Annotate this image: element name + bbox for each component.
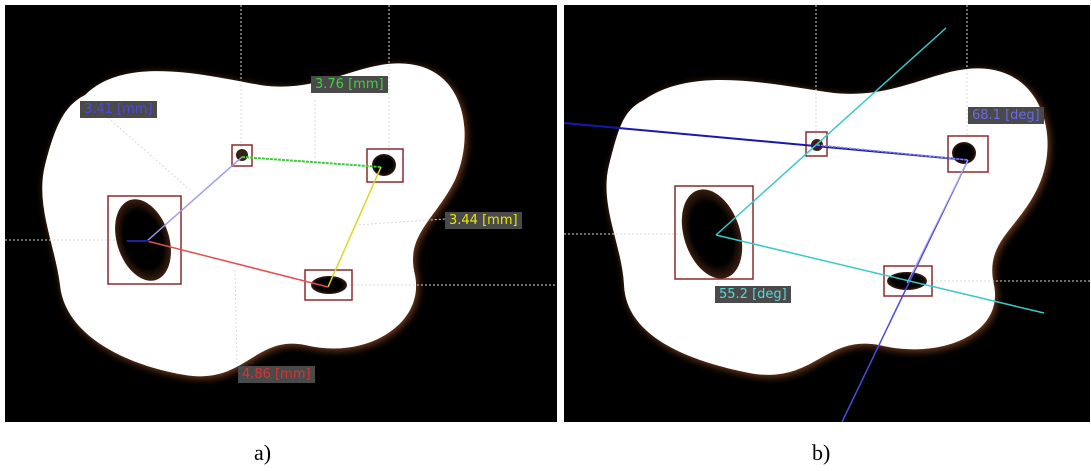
measurement-label-yellow: 3.44 [mm] (445, 212, 522, 229)
measure-line-green (241, 156, 382, 168)
roi-boxes (107, 144, 404, 301)
measure-line-blue (146, 156, 243, 242)
panel-a-canvas (5, 5, 557, 379)
hole-top-right (952, 142, 976, 164)
angle-line-cyan-lower (715, 234, 1045, 314)
angle-line-purple (841, 159, 969, 422)
angle-line-purple-lower (906, 159, 969, 284)
roi-boxes (674, 131, 989, 297)
angle-label-blue: 68.1 [deg] (968, 107, 1044, 124)
panel-b-image: 68.1 [deg] 55.2 [deg] (564, 5, 1090, 422)
measure-line-yellow (327, 166, 382, 288)
measure-line-red (146, 240, 329, 288)
angle-line-blue-light (816, 144, 969, 161)
hole-top-left (236, 149, 248, 161)
caption-b: b) (812, 440, 831, 465)
angle-label-cyan: 55.2 [deg] (715, 286, 791, 303)
specimen-shape (42, 63, 465, 377)
angle-line-cyan-upper (715, 27, 947, 236)
panel-a-image: 3.41 [mm] 3.76 [mm] 3.44 [mm] 4.86 [mm] (5, 5, 557, 422)
measurement-label-green: 3.76 [mm] (311, 76, 388, 93)
hole-top-right (372, 154, 396, 176)
hole-left (681, 189, 743, 279)
caption-a: a) (254, 440, 272, 465)
panel-b-canvas (564, 5, 1090, 422)
measurement-label-blue: 3.41 [mm] (80, 101, 157, 118)
measurement-label-red: 4.86 [mm] (238, 366, 315, 383)
